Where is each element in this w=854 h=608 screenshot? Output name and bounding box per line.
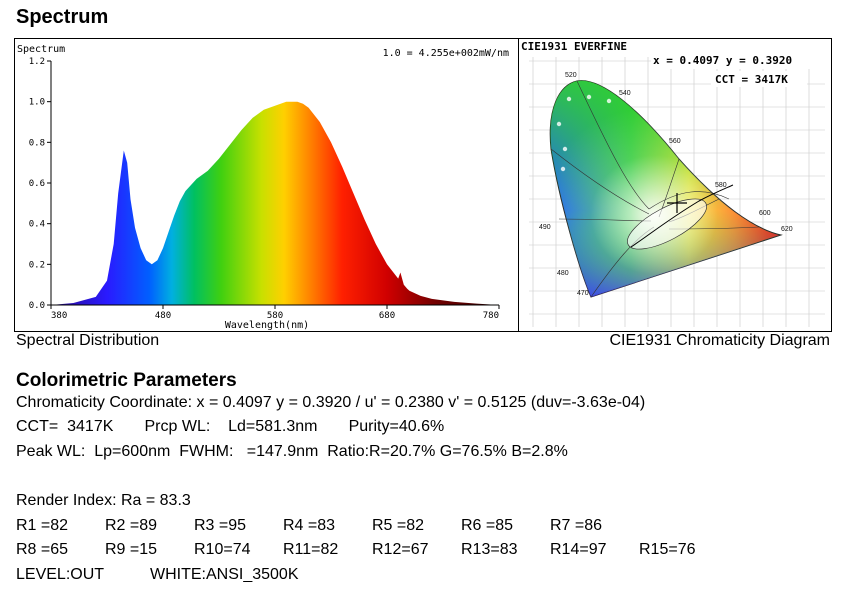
y-tick-label: 0.2: [29, 260, 45, 270]
white-text: WHITE:ANSI_3500K: [150, 566, 299, 583]
measured-point-marker: [667, 193, 687, 213]
y-tick-label: 1.2: [29, 57, 45, 67]
cie-header-bg: [519, 39, 831, 53]
spectrum-caption: Spectral Distribution: [16, 332, 160, 349]
svg-text:470: 470: [577, 290, 589, 297]
locus-dots: [556, 94, 612, 172]
cie-cct-bg: [711, 71, 807, 87]
render-index-value: R8 =65: [16, 541, 69, 558]
cie-cct: CCT = 3417K: [715, 73, 788, 86]
render-index-value: R14=97: [550, 541, 607, 558]
cie-diagram: 520 540 560 580 600 620 490 480 470 CIE1…: [519, 39, 831, 327]
render-index-value: R4 =83: [283, 517, 336, 534]
render-index-value: R10=74: [194, 541, 251, 558]
render-index-value: R6 =85: [461, 517, 514, 534]
white-ellipse: [627, 198, 707, 250]
cie-xy-readout: x = 0.4097 y = 0.3920: [653, 54, 792, 67]
svg-text:480: 480: [557, 270, 569, 277]
x-tick-label: 780: [483, 311, 499, 321]
y-tick-label: 0.6: [29, 179, 45, 189]
svg-text:560: 560: [669, 138, 681, 145]
spectrum-title: Spectrum: [16, 6, 109, 28]
render-index-value: R5 =82: [372, 517, 425, 534]
chromaticity-line: Chromaticity Coordinate: x = 0.4097 y = …: [16, 394, 646, 411]
svg-text:580: 580: [715, 182, 727, 189]
spectrum-x-label: Wavelength(nm): [225, 320, 309, 331]
y-tick-label: 1.0: [29, 98, 45, 108]
cie-readout-bg: [651, 53, 829, 69]
svg-text:540: 540: [619, 90, 631, 97]
render-index-value: R1 =82: [16, 517, 69, 534]
render-index-value: R7 =86: [550, 517, 603, 534]
render-index-value: R11=82: [283, 541, 339, 558]
render-index-value: R12=67: [372, 541, 429, 558]
spectrum-axis-label: Spectrum: [17, 44, 65, 55]
planckian-locus: [630, 184, 734, 248]
spectrum-chart: Spectrum 1.0 = 4.255e+002mW/nm 0.0 0.2 0.4…: [17, 44, 509, 331]
spectrum-annotation: 1.0 = 4.255e+002mW/nm: [383, 48, 509, 59]
y-tick-label: 0.8: [29, 138, 45, 148]
peak-line: Peak WL: Lp=600nm FWHM: =147.9nm Ratio:R…: [16, 443, 568, 460]
cie-title: CIE1931 EVERFINE: [521, 40, 627, 53]
svg-text:620: 620: [781, 226, 793, 233]
y-tick-label: 0.4: [29, 220, 45, 230]
render-index-value: R13=83: [461, 541, 518, 558]
render-index-value: R9 =15: [105, 541, 158, 558]
svg-text:520: 520: [565, 72, 577, 79]
x-tick-label: 480: [155, 311, 171, 321]
render-index-value: R15=76: [639, 541, 696, 558]
svg-text:600: 600: [759, 210, 771, 217]
locus-labels: 520 540 560 580 600 620 490 480 470: [539, 72, 793, 297]
x-tick-label: 580: [267, 311, 283, 321]
cie-diagram-panel: 520 540 560 580 600 620 490 480 470 CIE1…: [518, 38, 832, 332]
x-tick-label: 380: [51, 311, 67, 321]
y-tick-label: 0.0: [29, 301, 45, 311]
render-index-line: Render Index: Ra = 83.3: [16, 492, 191, 509]
spectrum-chart-panel: Spectrum 1.0 = 4.255e+002mW/nm 0.0 0.2 0.4…: [14, 38, 520, 332]
spectrum-area: [51, 101, 499, 305]
cct-line: CCT= 3417K Prcp WL: Ld=581.3nm Purity=40…: [16, 418, 445, 435]
render-index-value: R2 =89: [105, 517, 158, 534]
svg-text:490: 490: [539, 224, 551, 231]
level-text: LEVEL:OUT: [16, 566, 105, 583]
white-region: [550, 80, 781, 297]
params-title: Colorimetric Parameters: [16, 370, 237, 391]
x-tick-label: 680: [379, 311, 395, 321]
cie-caption: CIE1931 Chromaticity Diagram: [609, 332, 830, 349]
render-index-value: R3 =95: [194, 517, 247, 534]
